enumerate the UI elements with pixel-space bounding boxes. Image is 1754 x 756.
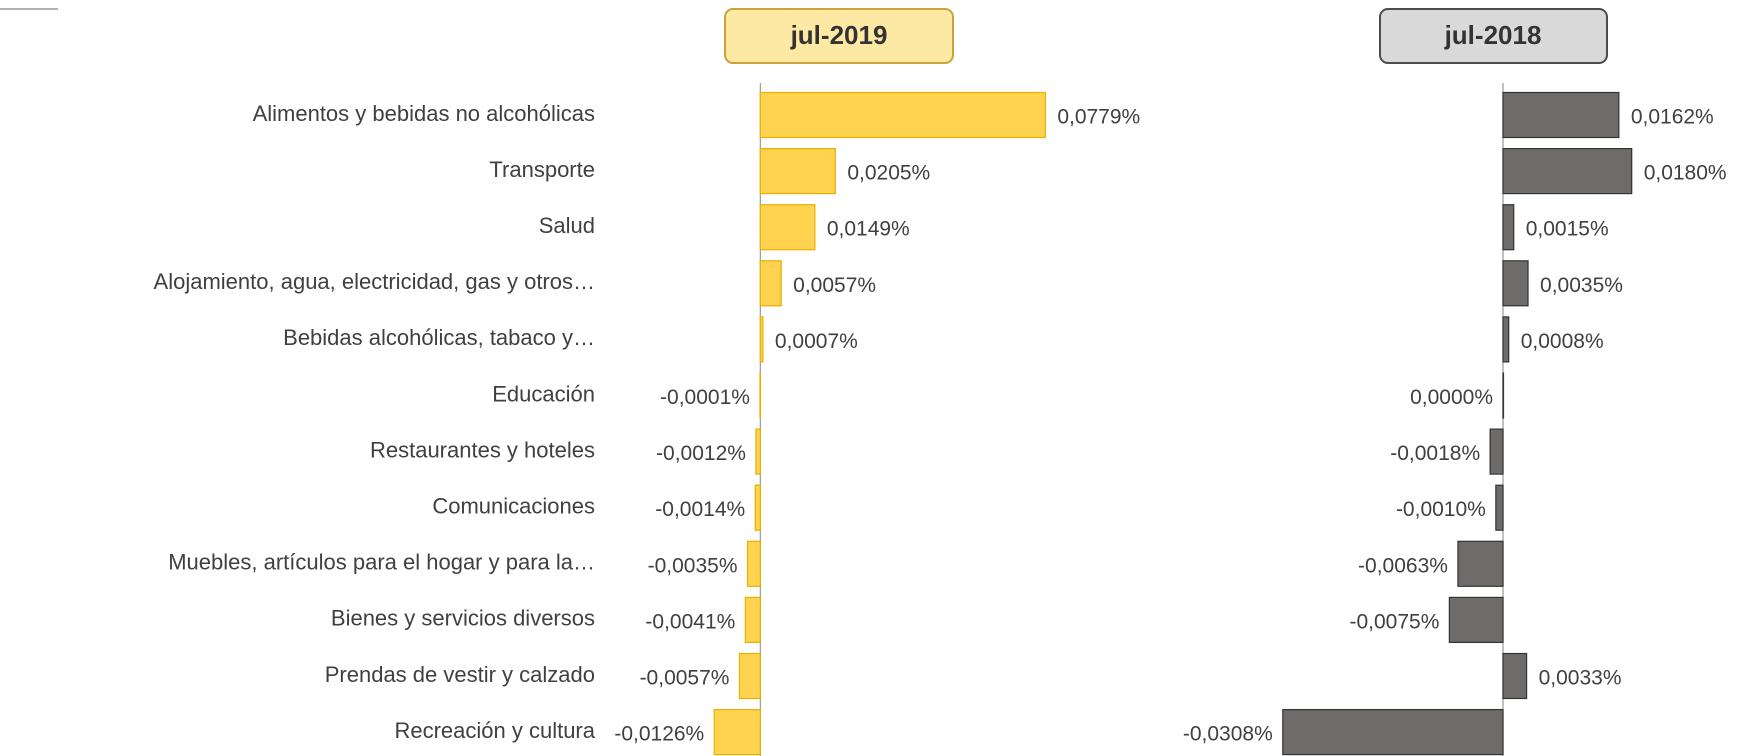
bar [1502,260,1529,307]
bar [754,484,761,531]
value-label: 0,0033% [1539,667,1622,690]
category-label: Alojamiento, agua, electricidad, gas y o… [154,269,595,294]
category-label: Prendas de vestir y calzado [325,662,595,687]
category-label: Muebles, artículos para el hogar y para … [168,550,595,575]
value-label: -0,0010% [1396,498,1486,521]
chart-title: jul-2019 [790,20,888,50]
bar [1457,540,1504,587]
bar [1495,484,1504,531]
bar [1502,148,1633,195]
bar [1489,428,1504,475]
category-label: Salud [539,213,595,238]
bar [759,316,764,363]
bar [1282,708,1504,756]
value-label: 0,0057% [793,274,876,297]
value-label: -0,0057% [640,667,730,690]
bar [1502,652,1528,700]
category-label: Comunicaciones [432,494,595,519]
bar [759,372,762,419]
value-label: 0,0779% [1057,106,1140,129]
chart-title: jul-2018 [1444,20,1542,50]
value-label: 0,0008% [1521,330,1604,353]
value-label: 0,0149% [827,218,910,241]
bar [1502,204,1515,251]
title-box [1379,8,1608,64]
value-label: -0,0014% [655,498,745,521]
value-label: -0,0012% [656,442,746,465]
bar [744,596,761,644]
value-label: 0,0205% [847,162,930,185]
value-label: -0,0035% [648,554,738,577]
category-label: Bebidas alcohólicas, tabaco y… [283,325,595,350]
bar [738,652,761,700]
value-label: -0,0308% [1183,723,1273,746]
bar [1502,91,1620,139]
value-label: 0,0007% [775,330,858,353]
value-label: -0,0126% [614,723,704,746]
bar [713,708,761,756]
value-label: -0,0041% [645,610,735,633]
bar [759,148,836,195]
bar [759,260,782,307]
value-label: 0,0000% [1410,386,1493,409]
bar [746,540,761,587]
value-label: -0,0075% [1349,610,1439,633]
value-label: -0,0018% [1390,442,1480,465]
category-label: Educación [492,381,595,406]
value-label: 0,0162% [1631,106,1714,129]
value-label: 0,0180% [1644,162,1727,185]
value-label: 0,0015% [1526,218,1609,241]
bar [755,428,761,475]
bar [1502,316,1510,363]
value-label: -0,0063% [1358,554,1448,577]
bar [759,204,816,251]
title-box [724,8,954,64]
value-label: -0,0001% [660,386,750,409]
category-label: Bienes y servicios diversos [331,606,595,631]
category-label: Restaurantes y hoteles [370,437,595,462]
bar [1448,596,1504,644]
value-label: 0,0035% [1540,274,1623,297]
bar [1502,372,1505,419]
category-label: Transporte [489,157,595,182]
bar [759,91,1046,139]
category-label: Alimentos y bebidas no alcohólicas [253,101,595,126]
category-label: Recreación y cultura [394,718,595,743]
